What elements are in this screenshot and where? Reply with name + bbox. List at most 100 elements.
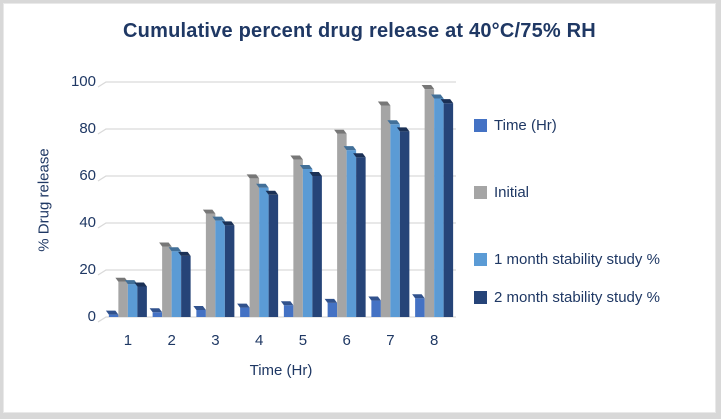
bar xyxy=(171,251,182,317)
x-tick-label: 6 xyxy=(342,332,351,349)
y-tick-label: 60 xyxy=(79,167,96,184)
x-tick-label: 7 xyxy=(386,332,395,349)
bar xyxy=(196,309,206,317)
bar xyxy=(415,298,425,317)
bar-top-bevel xyxy=(377,101,391,106)
bar-top-bevel xyxy=(368,296,381,301)
bar xyxy=(337,133,347,317)
legend-swatch-icon xyxy=(474,186,487,199)
x-tick-label: 5 xyxy=(298,332,308,349)
bar xyxy=(152,312,163,317)
x-tick-label: 4 xyxy=(254,332,264,349)
bar-top-bevel xyxy=(115,277,128,282)
bar xyxy=(224,225,235,317)
bar xyxy=(268,194,279,317)
bar xyxy=(390,124,400,317)
legend-label: Time (Hr) xyxy=(494,117,557,134)
legend-label: Initial xyxy=(494,184,530,201)
bar xyxy=(424,89,435,317)
bar xyxy=(259,187,269,317)
bar-top-bevel xyxy=(256,183,269,188)
legend-swatch-icon xyxy=(474,253,487,266)
bar-top-bevel xyxy=(324,298,338,303)
bar-top-bevel xyxy=(343,146,357,151)
bar-top-bevel xyxy=(134,282,147,287)
bar-top-bevel xyxy=(212,216,225,221)
legend-label: 2 month stability study % xyxy=(494,289,660,306)
bar xyxy=(240,307,250,317)
chart-title: Cumulative percent drug release at 40°C/… xyxy=(123,20,596,42)
bar xyxy=(118,281,128,317)
bar-top-bevel xyxy=(421,85,435,90)
plot-area xyxy=(97,81,456,323)
bar xyxy=(162,246,172,317)
x-tick-label: 8 xyxy=(429,332,439,349)
bar-top-bevel xyxy=(280,301,294,306)
bar xyxy=(215,220,225,317)
bar-top-bevel xyxy=(237,303,250,308)
bar xyxy=(137,286,147,317)
bar xyxy=(346,150,357,317)
bar-top-bevel xyxy=(353,153,366,158)
bar-top-bevel xyxy=(265,190,279,195)
bar xyxy=(327,302,338,317)
bar xyxy=(443,103,454,318)
bar xyxy=(371,300,381,317)
bar-top-bevel xyxy=(193,305,206,310)
gridline xyxy=(97,81,456,88)
legend-item: Initial xyxy=(474,183,714,203)
bar xyxy=(312,176,322,317)
bar-top-bevel xyxy=(221,221,235,226)
bar-top-bevel xyxy=(124,280,138,285)
y-tick-label: 20 xyxy=(79,261,96,278)
bar-top-bevel xyxy=(334,129,347,134)
bar xyxy=(356,157,366,317)
legend-item: 2 month stability study % xyxy=(474,288,714,308)
y-tick-label: 0 xyxy=(87,308,96,325)
x-tick-label: 3 xyxy=(211,332,220,349)
bar xyxy=(380,105,391,317)
bar xyxy=(181,255,191,317)
x-axis-title: Time (Hr) xyxy=(249,362,313,379)
bar-top-bevel xyxy=(178,251,191,256)
bar-top-bevel xyxy=(396,127,410,132)
bar-top-bevel xyxy=(412,294,425,299)
bar xyxy=(249,178,260,317)
bar-top-bevel xyxy=(309,172,322,176)
x-tick-label: 2 xyxy=(167,332,176,349)
legend-item: Time (Hr) xyxy=(474,116,714,136)
x-tick-label: 1 xyxy=(123,332,133,349)
legend: Time (Hr) Initial 1 month stability study … xyxy=(474,116,714,355)
legend-item: 1 month stability study % xyxy=(474,250,714,270)
bar-top-bevel xyxy=(159,242,172,247)
y-axis-title: % Drug release xyxy=(35,148,53,252)
bar-top-bevel xyxy=(299,164,313,169)
y-tick-label: 100 xyxy=(70,73,96,90)
gridline xyxy=(97,316,456,323)
bar xyxy=(108,314,119,317)
bar-top-bevel xyxy=(149,308,163,313)
bar-top-bevel xyxy=(440,99,454,104)
bar xyxy=(283,305,294,317)
bar-top-bevel xyxy=(202,209,216,214)
bar xyxy=(399,131,410,317)
legend-swatch-icon xyxy=(474,119,487,132)
bar-top-bevel xyxy=(387,120,400,125)
y-tick-label: 80 xyxy=(79,120,96,137)
legend-swatch-icon xyxy=(474,291,487,304)
bar xyxy=(434,98,444,317)
bar-top-bevel xyxy=(105,310,119,315)
bar xyxy=(205,213,216,317)
bar-top-bevel xyxy=(246,174,260,179)
legend-label: 1 month stability study % xyxy=(494,251,660,268)
y-tick-label: 40 xyxy=(79,214,96,231)
chart-container: Cumulative percent drug release at 40°C/… xyxy=(3,3,716,413)
bar-top-bevel xyxy=(290,155,303,160)
bar xyxy=(302,168,313,317)
bar xyxy=(293,159,303,317)
bar-top-bevel xyxy=(168,247,182,252)
gridline xyxy=(97,128,456,135)
bar-top-bevel xyxy=(431,94,444,99)
bar xyxy=(127,284,138,317)
